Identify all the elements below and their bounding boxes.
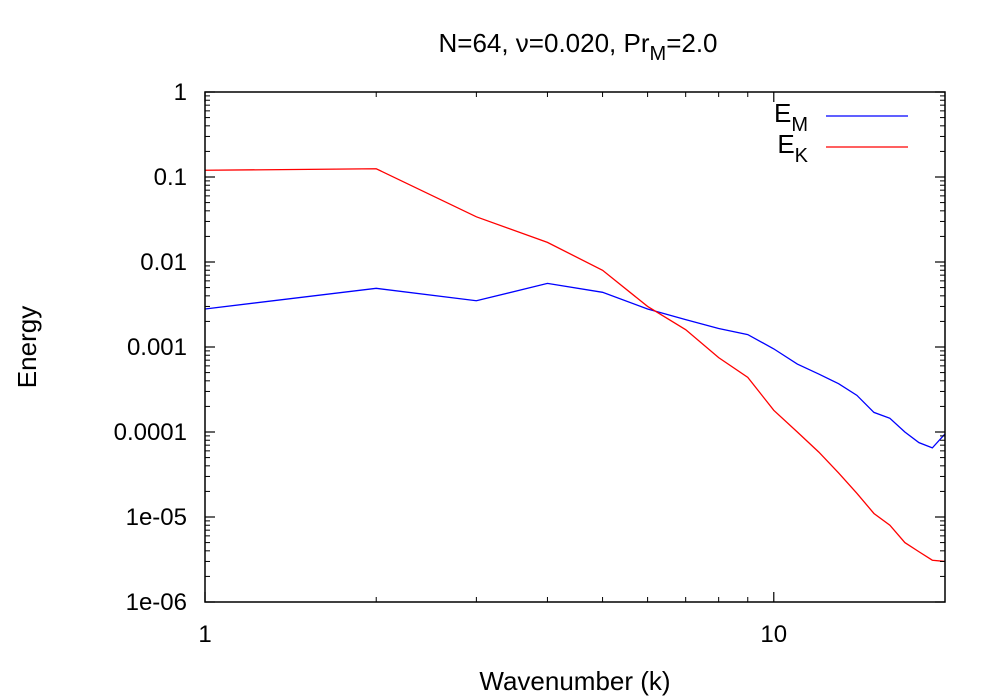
y-tick-label: 0.0001: [114, 419, 187, 446]
chart-title-main: N=64, ν=0.020, Pr: [438, 28, 649, 58]
plot-area: [204, 168, 946, 563]
chart-title-sub: M: [650, 43, 667, 65]
y-tick-label: 1: [174, 79, 187, 106]
y-tick-label: 0.01: [140, 249, 187, 276]
x-axis-label: Wavenumber (k): [479, 666, 670, 696]
series-line-ek: [204, 168, 946, 563]
chart-title: N=64, ν=0.020, PrM=2.0: [438, 28, 717, 65]
y-tick-label: 0.001: [127, 334, 187, 361]
y-tick-label: 0.1: [154, 164, 187, 191]
series-line-em: [204, 282, 946, 449]
chart-title-tail: =2.0: [666, 28, 717, 58]
legend-label-em: EM: [774, 98, 808, 136]
plot-frame: [204, 91, 946, 603]
x-tick-label: 10: [760, 621, 787, 648]
axis-ticks: 1 0.1 0.01 0.001 0.0001 1e-05 1e-06 1 10: [114, 79, 946, 648]
x-tick-label: 1: [198, 621, 211, 648]
y-axis-label: Energy: [12, 306, 42, 388]
y-tick-label: 1e-05: [126, 504, 187, 531]
y-tick-label: 1e-06: [126, 589, 187, 616]
legend-label-ek: EK: [777, 129, 808, 167]
